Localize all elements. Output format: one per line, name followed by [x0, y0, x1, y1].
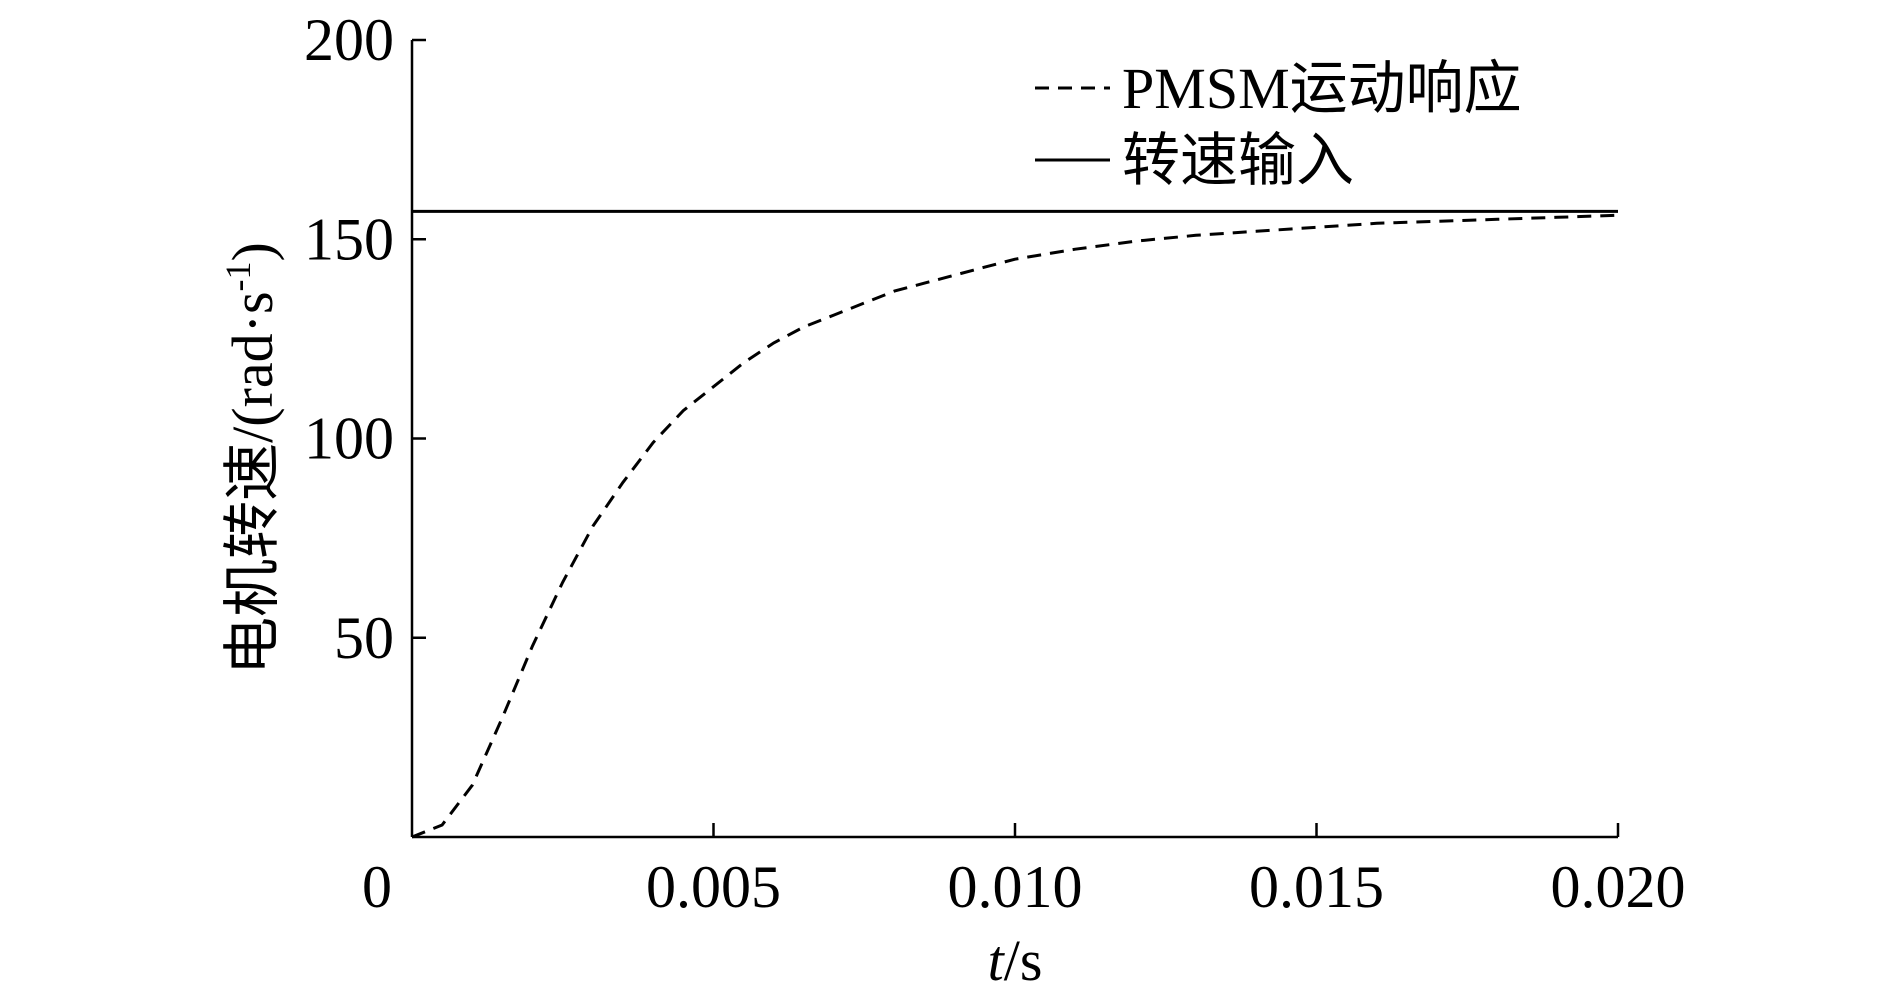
- y-axis-label-close: ): [220, 242, 285, 261]
- y-tick-label: 200: [304, 7, 394, 73]
- x-tick-label: 0.010: [948, 854, 1083, 920]
- y-axis-label: 电机转速/(rad·s-1): [218, 242, 285, 675]
- x-axis-label-var: t: [988, 928, 1006, 993]
- x-tick-label: 0: [362, 854, 392, 920]
- series-line: [411, 213, 1619, 839]
- x-axis-label: t/s: [988, 928, 1043, 993]
- ticks: 50 100 150 200 0 0.005 0.010 0.015 0.020: [304, 7, 1686, 920]
- y-tick-label: 50: [334, 605, 394, 671]
- x-axis-label-unit: /s: [1004, 928, 1043, 993]
- y-tick-label: 150: [304, 206, 394, 272]
- x-tick-label: 0.005: [646, 854, 781, 920]
- y-tick-label: 100: [304, 406, 394, 472]
- legend-label: PMSM运动响应: [1122, 56, 1522, 121]
- legend-label: 转速输入: [1122, 128, 1354, 193]
- series-group: [411, 209, 1619, 839]
- y-axis-label-superscript: -1: [218, 261, 258, 291]
- x-tick-label: 0.015: [1249, 854, 1384, 920]
- y-axis-label-main: 电机转速/(rad·s: [220, 291, 285, 674]
- x-tick-label: 0.020: [1551, 854, 1686, 920]
